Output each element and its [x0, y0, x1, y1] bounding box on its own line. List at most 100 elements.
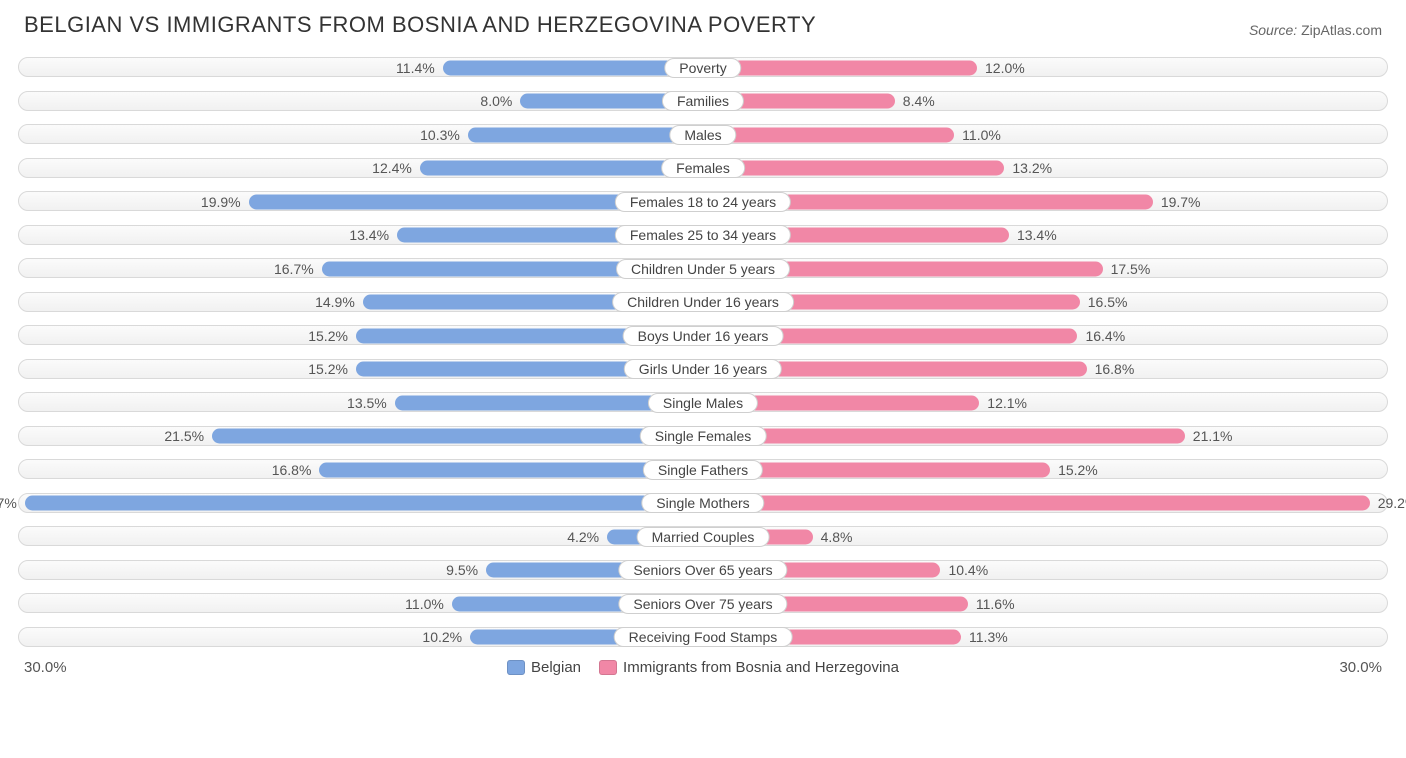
value-right: 13.2%	[1012, 160, 1052, 176]
value-right: 11.3%	[969, 629, 1008, 645]
bar-right	[703, 496, 1370, 511]
bar-right	[703, 60, 977, 75]
row-right-half: 12.0%	[703, 54, 1388, 81]
value-right: 4.8%	[821, 529, 853, 545]
value-left: 15.2%	[308, 328, 348, 344]
row-left-half: 15.2%	[18, 356, 703, 383]
value-left: 11.4%	[396, 60, 435, 76]
row-right-half: 17.5%	[703, 255, 1388, 282]
value-right: 19.7%	[1161, 194, 1201, 210]
value-left: 13.4%	[349, 227, 389, 243]
row-right-half: 11.6%	[703, 590, 1388, 617]
value-right: 21.1%	[1193, 428, 1233, 444]
value-right: 10.4%	[948, 562, 988, 578]
chart-row: 29.7%29.2%Single Mothers	[18, 490, 1388, 517]
category-pill: Girls Under 16 years	[624, 359, 782, 379]
row-left-half: 21.5%	[18, 423, 703, 450]
chart-source: Source: ZipAtlas.com	[1249, 22, 1382, 38]
category-pill: Receiving Food Stamps	[614, 627, 793, 647]
value-left: 15.2%	[308, 361, 348, 377]
category-pill: Families	[662, 91, 744, 111]
axis-left-label: 30.0%	[24, 659, 67, 676]
chart-row: 19.9% 19.7% Females 18 to 24 years	[18, 188, 1388, 215]
chart-row: 8.0%8.4%Families	[18, 88, 1388, 115]
row-right-half: 19.7%	[703, 188, 1388, 215]
category-pill: Seniors Over 75 years	[618, 594, 787, 614]
legend-item: Immigrants from Bosnia and Herzegovina	[599, 659, 899, 676]
bar-right	[703, 429, 1185, 444]
chart-header: BELGIAN VS IMMIGRANTS FROM BOSNIA AND HE…	[18, 12, 1388, 38]
row-left-half: 11.0%	[18, 590, 703, 617]
chart-row: 15.2%16.4%Boys Under 16 years	[18, 322, 1388, 349]
chart-row: 15.2% 16.8%Girls Under 16 years	[18, 356, 1388, 383]
row-left-half: 10.2%	[18, 624, 703, 651]
chart-footer: 30.0% Belgian Immigrants from Bosnia and …	[18, 659, 1388, 676]
category-pill: Single Females	[640, 426, 767, 446]
value-left: 21.5%	[164, 428, 204, 444]
row-right-half: 16.8%	[703, 356, 1388, 383]
value-left: 10.3%	[420, 127, 460, 143]
row-right-half: 4.8%	[703, 523, 1388, 550]
bar-left	[468, 127, 703, 142]
row-right-half: 13.4%	[703, 222, 1388, 249]
value-left: 16.7%	[274, 261, 314, 277]
value-left: 13.5%	[347, 395, 387, 411]
row-left-half: 29.7%	[18, 490, 703, 517]
category-pill: Children Under 5 years	[616, 259, 790, 279]
row-right-half: 12.1%	[703, 389, 1388, 416]
value-left: 10.2%	[422, 629, 462, 645]
bar-left	[212, 429, 703, 444]
value-left: 16.8%	[272, 462, 312, 478]
value-right: 11.6%	[976, 596, 1015, 612]
value-right: 12.0%	[985, 60, 1025, 76]
row-right-half: 16.5%	[703, 289, 1388, 316]
value-right: 11.0%	[962, 127, 1001, 143]
chart-row: 13.4%13.4%Females 25 to 34 years	[18, 222, 1388, 249]
legend-item: Belgian	[507, 659, 581, 676]
chart-row: 13.5% 12.1% Single Males	[18, 389, 1388, 416]
row-right-half: 10.4%	[703, 557, 1388, 584]
value-right: 29.2%	[1378, 495, 1406, 511]
value-right: 12.1%	[987, 395, 1027, 411]
chart-row: 14.9% 16.5% Children Under 16 years	[18, 289, 1388, 316]
bar-left	[25, 496, 703, 511]
value-left: 29.7%	[0, 495, 17, 511]
category-pill: Males	[669, 125, 736, 145]
chart-row: 9.5%10.4%Seniors Over 65 years	[18, 557, 1388, 584]
source-label: Source:	[1249, 22, 1297, 38]
category-pill: Single Mothers	[641, 493, 764, 513]
row-left-half: 16.7%	[18, 255, 703, 282]
row-left-half: 12.4%	[18, 155, 703, 182]
row-left-half: 13.4%	[18, 222, 703, 249]
row-left-half: 11.4%	[18, 54, 703, 81]
value-left: 11.0%	[405, 596, 444, 612]
row-left-half: 10.3%	[18, 121, 703, 148]
category-pill: Married Couples	[637, 527, 770, 547]
row-right-half: 13.2%	[703, 155, 1388, 182]
legend-swatch	[599, 660, 617, 675]
value-right: 16.4%	[1085, 328, 1125, 344]
value-right: 16.5%	[1088, 294, 1128, 310]
row-right-half: 8.4%	[703, 88, 1388, 115]
category-pill: Children Under 16 years	[612, 292, 794, 312]
chart-row: 11.4% 12.0% Poverty	[18, 54, 1388, 81]
value-left: 14.9%	[315, 294, 355, 310]
category-pill: Females 25 to 34 years	[615, 225, 791, 245]
chart-title: BELGIAN VS IMMIGRANTS FROM BOSNIA AND HE…	[24, 12, 816, 38]
row-right-half: 16.4%	[703, 322, 1388, 349]
value-left: 19.9%	[201, 194, 241, 210]
row-left-half: 14.9%	[18, 289, 703, 316]
value-left: 12.4%	[372, 160, 412, 176]
row-left-half: 13.5%	[18, 389, 703, 416]
category-pill: Poverty	[664, 58, 741, 78]
category-pill: Females 18 to 24 years	[615, 192, 791, 212]
category-pill: Females	[661, 158, 745, 178]
category-pill: Single Males	[648, 393, 758, 413]
bar-right	[703, 161, 1004, 176]
value-right: 17.5%	[1111, 261, 1151, 277]
row-left-half: 8.0%	[18, 88, 703, 115]
value-right: 15.2%	[1058, 462, 1098, 478]
chart-row: 16.8%15.2%Single Fathers	[18, 456, 1388, 483]
chart-row: 11.0% 11.6% Seniors Over 75 years	[18, 590, 1388, 617]
row-left-half: 4.2%	[18, 523, 703, 550]
